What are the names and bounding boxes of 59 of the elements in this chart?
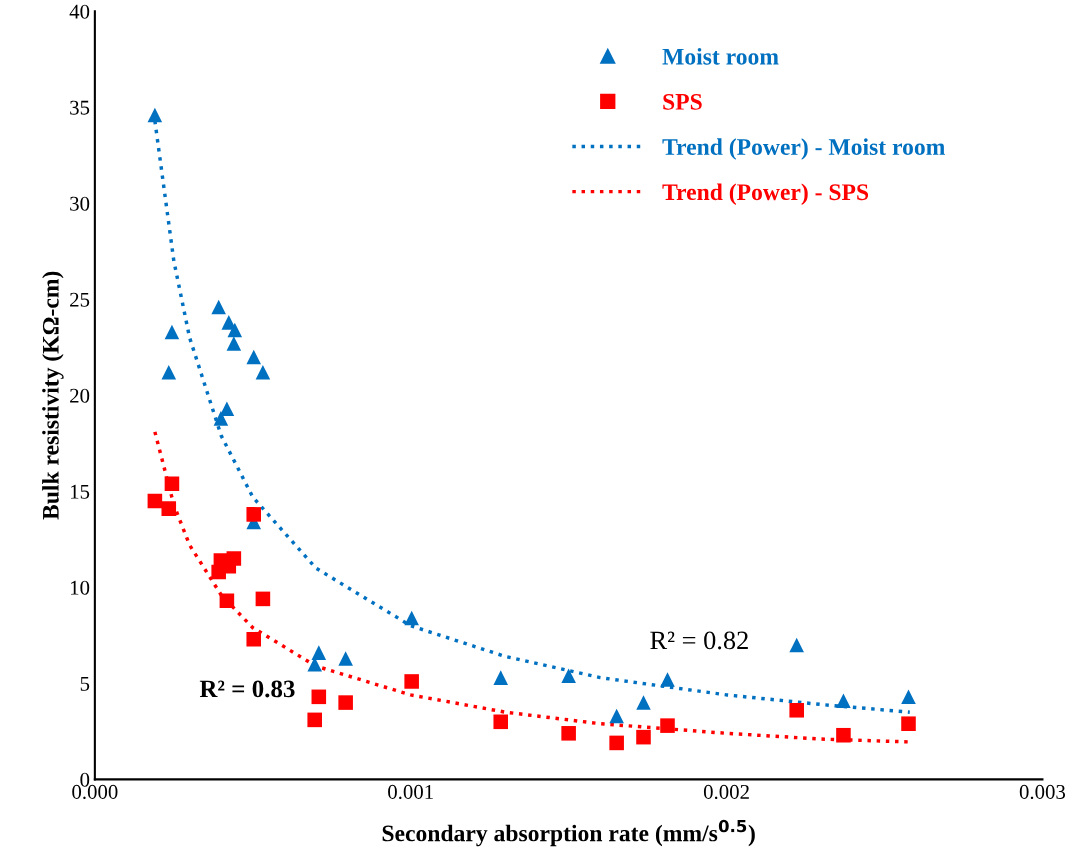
point bbox=[660, 718, 675, 733]
point bbox=[164, 476, 180, 491]
point bbox=[219, 593, 235, 609]
point bbox=[246, 349, 262, 365]
y-tick-label: 35 bbox=[70, 100, 90, 115]
y-tick-label: 5 bbox=[80, 676, 90, 691]
x-axis-title: Secondary absorption rate (mm/s$^{0.5}$) bbox=[382, 819, 755, 847]
point bbox=[147, 107, 163, 123]
y-tick-label: 15 bbox=[71, 484, 90, 499]
point bbox=[255, 591, 271, 607]
point bbox=[660, 672, 675, 687]
point bbox=[255, 365, 271, 380]
y-axis-title: Bulk resistivity (KΩ-cm) bbox=[42, 271, 64, 520]
legend-label: Moist room bbox=[662, 48, 779, 65]
y-tick-label: 10 bbox=[71, 580, 90, 595]
point bbox=[636, 729, 651, 745]
annotation: R² = 0.82 bbox=[650, 631, 748, 650]
point bbox=[338, 695, 353, 710]
x-tick-label: 0.002 bbox=[703, 784, 749, 800]
point bbox=[307, 712, 322, 728]
y-tick-label: 20 bbox=[70, 388, 90, 403]
point bbox=[311, 689, 327, 705]
point bbox=[338, 651, 353, 666]
point bbox=[493, 714, 509, 730]
point bbox=[789, 702, 804, 718]
annotation: R² = 0.83 bbox=[199, 680, 295, 698]
point bbox=[609, 708, 624, 724]
point bbox=[561, 668, 576, 683]
point bbox=[404, 610, 419, 626]
point bbox=[213, 411, 229, 426]
point bbox=[636, 695, 651, 710]
point bbox=[836, 727, 851, 743]
legend-label: Trend (Power) - SPS bbox=[662, 183, 869, 205]
y-tick-label: 40 bbox=[69, 4, 90, 19]
point bbox=[219, 401, 235, 417]
point bbox=[246, 631, 262, 647]
point bbox=[836, 693, 851, 708]
point bbox=[226, 551, 242, 566]
point bbox=[161, 365, 177, 380]
point bbox=[561, 726, 576, 741]
point bbox=[789, 637, 804, 653]
point bbox=[493, 670, 509, 685]
x-tick-label: 0.001 bbox=[388, 784, 433, 800]
legend-label: SPS bbox=[663, 93, 702, 110]
point bbox=[164, 324, 180, 340]
point bbox=[311, 645, 327, 660]
point bbox=[161, 501, 177, 516]
point bbox=[901, 689, 916, 705]
point bbox=[211, 299, 226, 315]
y-tick-label: 30 bbox=[70, 196, 90, 211]
legend-label: Trend (Power) - Moist room bbox=[662, 138, 945, 160]
point bbox=[246, 507, 262, 522]
point bbox=[609, 735, 624, 751]
x-tick-label: 0.003 bbox=[1019, 784, 1066, 800]
y-tick-label: 25 bbox=[70, 292, 90, 307]
point bbox=[226, 336, 242, 351]
point bbox=[901, 716, 916, 731]
point bbox=[404, 674, 419, 689]
point bbox=[227, 322, 243, 338]
